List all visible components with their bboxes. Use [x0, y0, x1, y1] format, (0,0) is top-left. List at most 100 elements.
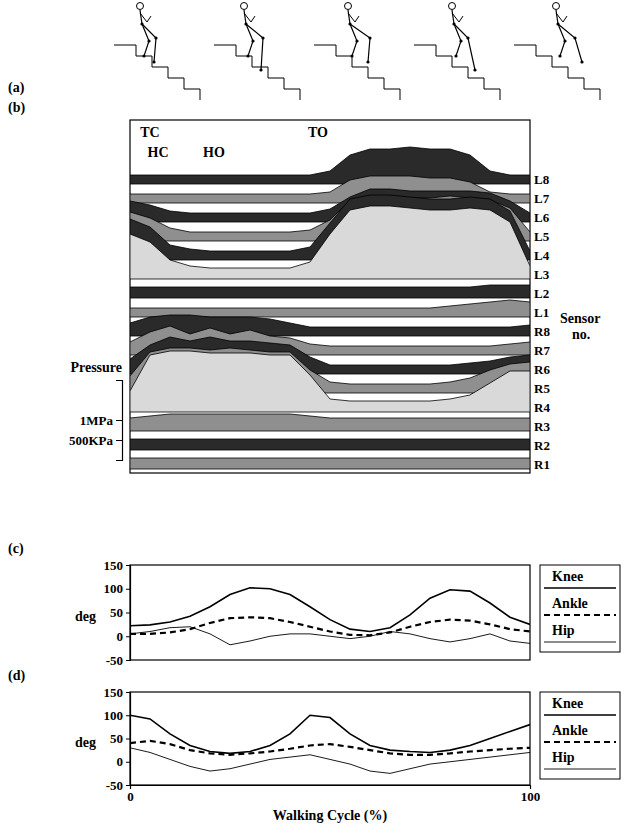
legend-box [540, 692, 620, 779]
plot-area [130, 147, 530, 469]
tick: 0 [117, 629, 131, 644]
joint [244, 22, 247, 25]
sensor-label: R8 [534, 324, 550, 339]
trunk [452, 10, 454, 24]
legend: KneeAnkleHip [540, 565, 620, 652]
pressure-ribbon [130, 414, 530, 431]
tick-mark [116, 420, 122, 421]
sensor-label: L6 [534, 210, 550, 225]
legend-swatch [544, 614, 616, 616]
pressure-ribbon [130, 147, 530, 184]
legend-label: Knee [552, 696, 583, 711]
pressure-scale: 1MPa 500KPa [69, 381, 123, 461]
tick-mark [126, 613, 130, 614]
panel-line: (c)-50050100150degKneeAnkleHip [8, 541, 620, 668]
plot-frame [130, 120, 530, 473]
sensor-label: L4 [534, 248, 550, 263]
sensor-label: L3 [534, 267, 550, 282]
tick-label: 150 [104, 558, 124, 573]
axis-title: Sensorno. [560, 311, 600, 342]
axis-title: Pressure [70, 360, 122, 375]
leg [142, 24, 156, 62]
pressure-ribbon [130, 206, 530, 279]
joint [246, 54, 249, 57]
stairs [214, 45, 300, 100]
sensor-label: R7 [534, 343, 550, 358]
axis-title: deg [75, 609, 96, 624]
joint [558, 54, 561, 57]
tick: 0 [117, 754, 131, 769]
sensor-label: R5 [534, 381, 550, 396]
annotation: TO [308, 125, 328, 140]
joint [473, 68, 476, 71]
tick-mark [116, 440, 122, 441]
sensor-label: R2 [534, 438, 550, 453]
pressure-ribbon [130, 458, 530, 469]
series-line [130, 617, 530, 635]
tick: 150 [104, 558, 131, 573]
trunk [348, 10, 350, 24]
legend-label: Ankle [552, 596, 588, 611]
legend-swatch [544, 587, 616, 589]
joint [368, 36, 371, 39]
joint [348, 22, 351, 25]
axis-title: deg [75, 735, 96, 750]
plot-frame [130, 692, 530, 785]
tick: 50 [110, 731, 130, 746]
tick-mark [126, 739, 130, 740]
axis-line [126, 566, 131, 661]
head [241, 3, 248, 10]
joint [563, 39, 566, 42]
pressure-ribbon [130, 315, 530, 336]
joint [261, 36, 264, 39]
arm [452, 13, 463, 22]
tick-label: 500KPa [69, 433, 114, 448]
sensor-label: L2 [534, 286, 549, 301]
stairs [314, 45, 400, 100]
sensor-label: R4 [534, 400, 550, 415]
sensor-label: L7 [534, 191, 550, 206]
axis-title: Walking Cycle (%) [273, 808, 388, 824]
y-axis: -50 0 50 100 150 [104, 558, 131, 668]
trunk [244, 10, 246, 24]
tick: 100 [104, 708, 131, 723]
joint [140, 22, 143, 25]
tick: 50 [110, 605, 130, 620]
joint [366, 60, 369, 63]
joint [454, 54, 457, 57]
head [137, 3, 144, 10]
tick: 1MPa [80, 413, 122, 428]
head [553, 3, 560, 10]
leg [350, 24, 370, 62]
pressure-ribbon [130, 439, 530, 450]
joint [355, 39, 358, 42]
panel-label: (a) [8, 80, 25, 96]
panel-label: (b) [8, 100, 25, 116]
joint [259, 68, 262, 71]
tick-mark [126, 589, 130, 590]
axis-line [126, 693, 131, 786]
axis-title-line: Sensor [560, 311, 600, 326]
arm [348, 13, 359, 22]
legend-label: Knee [552, 569, 583, 584]
head [449, 3, 456, 10]
plot-area [130, 715, 530, 773]
joint [580, 60, 583, 63]
tick-label: 0 [117, 629, 124, 644]
leg [454, 24, 475, 70]
tick-label: 100 [104, 581, 124, 596]
tick: 100 [521, 785, 541, 804]
panel-line: (d)-50050100150deg0100Walking Cycle (%)K… [8, 668, 620, 824]
pressure-ribbon [130, 285, 530, 298]
tick-mark [126, 785, 130, 786]
tick: -50 [106, 653, 130, 668]
joint [142, 54, 145, 57]
joint [466, 36, 469, 39]
tick-mark [126, 692, 130, 693]
trunk [140, 10, 142, 24]
legend-box [540, 565, 620, 652]
series-line [130, 715, 530, 753]
legend-swatch [544, 714, 616, 716]
joint [147, 39, 150, 42]
head [345, 3, 352, 10]
